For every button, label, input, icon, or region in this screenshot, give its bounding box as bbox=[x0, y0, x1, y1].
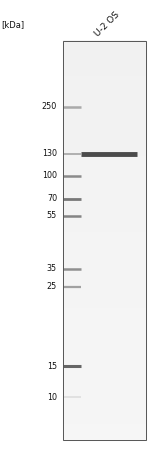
Text: 70: 70 bbox=[47, 194, 57, 203]
Text: 55: 55 bbox=[47, 212, 57, 220]
Bar bbox=[63, 41, 146, 440]
Text: 130: 130 bbox=[42, 149, 57, 158]
Text: 25: 25 bbox=[47, 282, 57, 291]
Text: 35: 35 bbox=[47, 264, 57, 273]
Text: U-2 OS: U-2 OS bbox=[93, 10, 121, 39]
Text: 250: 250 bbox=[42, 102, 57, 111]
Text: 100: 100 bbox=[42, 172, 57, 180]
Text: [kDa]: [kDa] bbox=[2, 20, 25, 30]
Text: 10: 10 bbox=[47, 393, 57, 402]
Text: 15: 15 bbox=[47, 362, 57, 371]
Bar bbox=[63, 41, 146, 440]
